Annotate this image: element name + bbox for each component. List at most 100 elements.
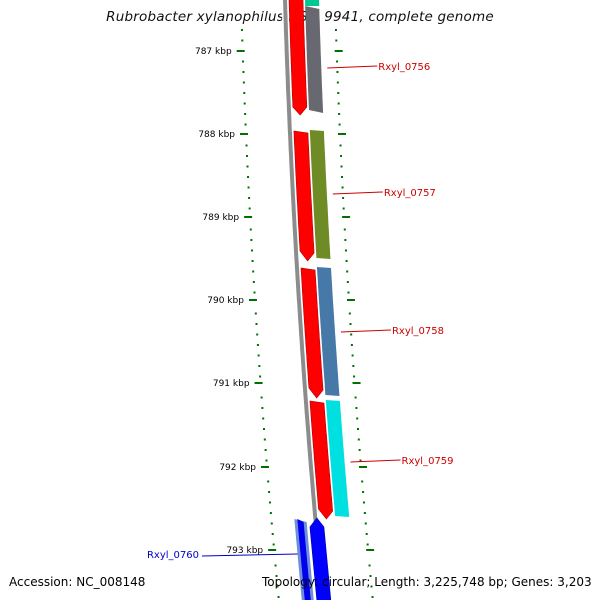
ruler-minor-tick: [356, 428, 359, 430]
topology-text: Topology: circular; Length: 3,225,748 bp…: [262, 575, 592, 589]
gene-Rxyl_0756: [305, 6, 324, 113]
gene-Rxyl_0759: [325, 400, 350, 517]
ruler-minor-tick: [265, 459, 268, 462]
ruler-minor-tick: [262, 417, 265, 420]
ruler-minor-tick: [359, 459, 362, 462]
ruler-minor-tick: [275, 575, 278, 577]
ruler-minor-tick: [261, 407, 264, 409]
ruler-minor-tick: [355, 407, 358, 409]
ruler-minor-tick: [371, 596, 374, 598]
ruler-minor-tick: [252, 281, 255, 283]
ruler-major-tick: [352, 382, 361, 384]
ruler-minor-tick: [247, 186, 250, 189]
ruler-minor-tick: [249, 228, 252, 231]
ruler-minor-tick: [245, 144, 248, 147]
gene-Rxyl_0758: [316, 267, 340, 396]
ruler-minor-tick: [335, 39, 338, 42]
ruler-minor-tick: [247, 176, 250, 178]
ruler-minor-tick: [244, 113, 247, 115]
ruler-minor-tick: [354, 396, 357, 399]
gene-track: [288, 0, 350, 600]
ruler-minor-tick: [242, 71, 245, 73]
ruler-minor-tick: [350, 344, 353, 346]
ruler-minor-tick: [338, 113, 341, 115]
label-leader-Rxyl_0758: [340, 329, 391, 333]
ruler-minor-tick: [251, 260, 254, 262]
ruler-minor-tick: [260, 396, 263, 399]
ruler-minor-tick: [348, 312, 351, 315]
strand-arrow-Rxyl_0758: [300, 267, 324, 399]
ruler-minor-tick: [243, 102, 246, 105]
ruler-minor-tick: [353, 375, 356, 378]
ruler-major-tick: [240, 133, 249, 135]
ruler-minor-tick: [336, 71, 339, 73]
ruler-minor-tick: [336, 81, 339, 84]
ruler-minor-tick: [270, 522, 273, 525]
ruler-minor-tick: [248, 207, 251, 210]
ruler-kbp-label: 793 kbp: [226, 546, 263, 556]
ruler-minor-tick: [357, 438, 360, 441]
ruler-minor-tick: [269, 512, 272, 514]
ruler-minor-tick: [370, 585, 373, 588]
strand-arrow-Rxyl_0756: [288, 0, 308, 116]
ruler-minor-tick: [272, 543, 275, 546]
ruler-minor-tick: [246, 155, 249, 157]
ruler-minor-tick: [268, 491, 271, 493]
ruler-minor-tick: [250, 249, 253, 252]
ruler-minor-tick: [334, 29, 337, 31]
ruler-minor-tick: [340, 155, 343, 157]
ruler-kbp-label: 790 kbp: [207, 296, 244, 306]
gene-partial-top: [305, 0, 320, 6]
ruler-minor-tick: [361, 480, 364, 483]
ruler-minor-tick: [276, 585, 279, 588]
ruler-minor-tick: [342, 207, 345, 210]
ruler-minor-tick: [352, 365, 355, 367]
ruler-minor-tick: [271, 533, 274, 535]
ruler-minor-tick: [250, 239, 253, 241]
ruler-minor-tick: [345, 260, 348, 262]
ruler-major-tick: [254, 382, 263, 384]
ruler-minor-tick: [256, 333, 259, 336]
ruler-minor-tick: [243, 92, 246, 94]
ruler-major-tick: [244, 216, 253, 218]
ruler-minor-tick: [349, 323, 352, 325]
ruler-minor-tick: [277, 596, 280, 598]
ruler-major-tick: [366, 549, 375, 551]
ruler-minor-tick: [344, 249, 347, 252]
label-leader-Rxyl_0759: [350, 459, 401, 463]
gene-label-Rxyl_0757: Rxyl_0757: [384, 188, 436, 199]
ruler-major-tick: [359, 466, 368, 468]
ruler-major-tick: [261, 466, 270, 468]
gene-label-Rxyl_0756: Rxyl_0756: [378, 62, 430, 73]
ruler-minor-tick: [253, 291, 256, 294]
ruler-major-tick: [248, 299, 257, 301]
ruler-minor-tick: [340, 165, 343, 168]
ruler-minor-tick: [362, 491, 365, 493]
ruler-major-tick: [342, 216, 351, 218]
ruler-minor-tick: [350, 333, 353, 336]
backbone-layer: [281, 0, 327, 600]
ruler-minor-tick: [337, 92, 340, 94]
backbone-line: [282, 0, 325, 600]
ruler-kbp-label: 788 kbp: [198, 130, 235, 140]
ruler-minor-tick: [252, 270, 255, 273]
ruler-minor-tick: [274, 564, 277, 567]
ruler-kbp-label: 791 kbp: [213, 379, 250, 389]
ruler: 787 kbp 788 kbp 789 kbp 790 kbp 791 kbp 792 k…: [195, 29, 375, 598]
ruler-minor-tick: [240, 29, 243, 31]
gene-label-Rxyl_0758: Rxyl_0758: [392, 326, 444, 337]
ruler-minor-tick: [254, 312, 257, 315]
gene-Rxyl_0760: [297, 519, 311, 600]
ruler-minor-tick: [364, 522, 367, 525]
ruler-minor-tick: [262, 428, 265, 430]
ruler-minor-tick: [346, 270, 349, 273]
ruler-minor-tick: [246, 165, 249, 168]
ruler-minor-tick: [344, 239, 347, 241]
ruler-minor-tick: [336, 60, 339, 63]
ruler-kbp-label: 787 kbp: [195, 47, 232, 57]
label-leader-Rxyl_0760: [201, 553, 298, 557]
ruler-minor-tick: [338, 123, 341, 126]
ruler-minor-tick: [347, 291, 350, 294]
ruler-major-tick: [338, 133, 347, 135]
